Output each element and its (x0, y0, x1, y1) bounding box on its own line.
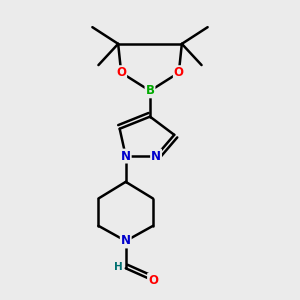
Text: N: N (121, 235, 131, 248)
Text: O: O (148, 274, 158, 287)
Text: B: B (146, 84, 154, 98)
Text: H: H (114, 262, 122, 272)
Text: O: O (174, 66, 184, 79)
Text: N: N (121, 150, 131, 163)
Text: O: O (116, 66, 126, 79)
Text: N: N (151, 150, 161, 163)
